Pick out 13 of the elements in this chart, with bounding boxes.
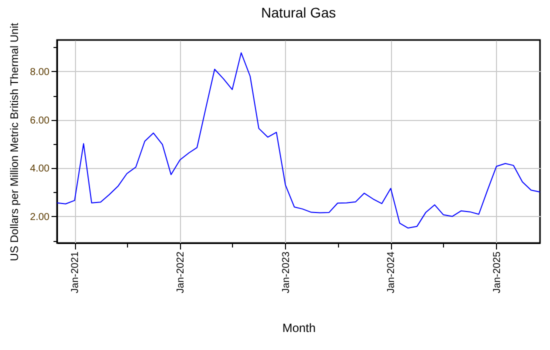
y-tick-label: 4.00 [30,164,50,175]
x-tick-label: Jan-2024 [386,251,398,294]
line-series [56,52,540,229]
x-tick-label: Jan-2025 [492,251,503,294]
y-tick-label: 6.00 [30,115,50,126]
chart-title: Natural Gas [261,4,336,20]
y-tick-label: 2.00 [30,212,50,223]
x-axis-title: Month [282,321,316,336]
x-tick-label: Jan-2022 [175,251,186,294]
x-tick-label: Jan-2023 [280,251,292,294]
y-axis-title: US Dollars per Million Metric British Thermal Unit [9,22,22,262]
y-tick-label: 8.00 [30,66,50,78]
x-tick-label: Jan-2021 [70,251,82,294]
